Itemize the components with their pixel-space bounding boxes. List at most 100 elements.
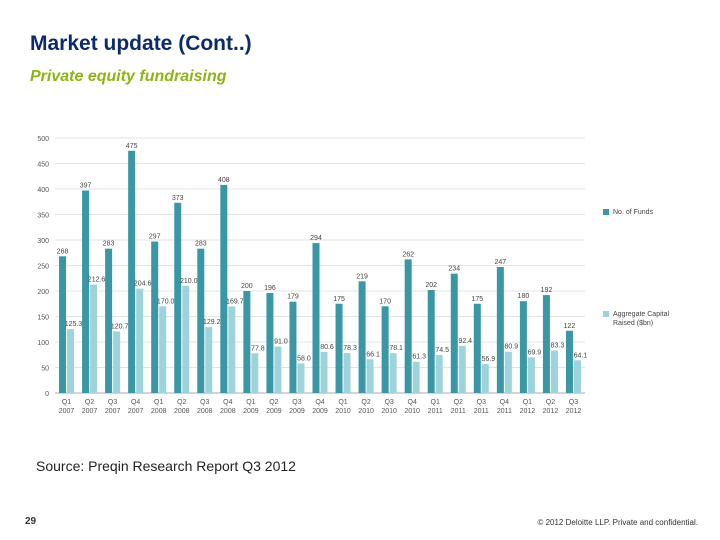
copyright-notice: © 2012 Deloitte LLP. Private and confide… xyxy=(537,518,698,527)
y-axis-ticks: 0 50 100 150 200 250 300 350 400 450 500 xyxy=(37,136,49,398)
funds-bar xyxy=(496,267,504,393)
funds-bar xyxy=(427,289,435,393)
funds-bar xyxy=(82,190,90,393)
y-tick-label: 400 xyxy=(37,187,49,194)
capital-value-label: 204.6 xyxy=(134,281,152,288)
x-tick-year: 2010 xyxy=(381,408,397,415)
capital-value-label: 169.7 xyxy=(226,298,244,305)
funds-value-label: 219 xyxy=(356,273,368,280)
capital-value-label: 91.0 xyxy=(274,339,288,346)
funds-value-label: 268 xyxy=(57,248,69,255)
x-tick-quarter: Q3 xyxy=(569,399,578,406)
capital-value-label: 80.9 xyxy=(505,344,519,351)
x-tick-quarter: Q2 xyxy=(85,399,94,406)
x-tick-year: 2008 xyxy=(197,408,213,415)
funds-value-label: 262 xyxy=(402,251,414,258)
x-tick-year: 2012 xyxy=(566,408,582,415)
funds-bar xyxy=(105,248,113,393)
x-tick-year: 2010 xyxy=(404,408,420,415)
funds-value-label: 192 xyxy=(541,287,553,294)
capital-value-label: 129.2 xyxy=(203,319,221,326)
funds-bar xyxy=(542,295,550,393)
chart-svg: 0 50 100 150 200 250 300 350 400 450 500 268 125.3 3… xyxy=(37,136,669,415)
x-tick-year: 2011 xyxy=(428,408,443,415)
x-tick-year: 2012 xyxy=(543,408,559,415)
funds-value-label: 200 xyxy=(241,283,253,290)
funds-bar xyxy=(266,293,274,393)
capital-bar xyxy=(504,351,512,393)
x-tick-year: 2008 xyxy=(151,408,167,415)
x-tick-quarter: Q2 xyxy=(361,399,370,406)
capital-bar xyxy=(527,357,535,393)
x-tick-quarter: Q3 xyxy=(384,399,393,406)
capital-value-label: 120.7 xyxy=(111,323,129,330)
x-tick-year: 2009 xyxy=(289,408,305,415)
capital-bar xyxy=(159,306,167,393)
capital-value-label: 66.1 xyxy=(366,351,380,358)
y-tick-label: 250 xyxy=(37,264,49,271)
funds-bar xyxy=(335,303,343,393)
x-tick-year: 2010 xyxy=(335,408,351,415)
capital-value-label: 77.8 xyxy=(251,345,265,352)
funds-value-label: 196 xyxy=(264,285,276,292)
capital-value-label: 210.0 xyxy=(180,278,198,285)
legend: No. of Funds Aggregate Capital Raised ($bn… xyxy=(603,209,669,327)
x-tick-quarter: Q1 xyxy=(523,399,532,406)
source-note: Source: Preqin Research Report Q3 2012 xyxy=(36,458,296,474)
y-tick-label: 150 xyxy=(37,315,49,322)
slide-subtitle: Private equity fundraising xyxy=(30,68,227,85)
funds-value-label: 297 xyxy=(149,234,161,241)
capital-value-label: 74.5 xyxy=(435,347,449,354)
x-tick-quarter: Q3 xyxy=(108,399,117,406)
fundraising-chart: 0 50 100 150 200 250 300 350 400 450 500 268 125.3 3… xyxy=(25,130,715,425)
funds-value-label: 179 xyxy=(287,294,299,301)
capital-bar xyxy=(320,351,328,393)
x-tick-year: 2007 xyxy=(128,408,144,415)
y-tick-label: 500 xyxy=(37,136,49,143)
x-tick-year: 2010 xyxy=(358,408,374,415)
x-tick-quarter: Q1 xyxy=(62,399,71,406)
x-tick-year: 2007 xyxy=(59,408,75,415)
x-tick-quarter: Q4 xyxy=(131,399,140,406)
x-tick-quarter: Q2 xyxy=(454,399,463,406)
capital-value-label: 61.3 xyxy=(412,354,426,361)
capital-value-label: 92.4 xyxy=(458,338,472,345)
page-number: 29 xyxy=(25,516,37,527)
capital-bar xyxy=(481,363,489,393)
x-tick-quarter: Q4 xyxy=(500,399,509,406)
y-tick-label: 300 xyxy=(37,238,49,245)
y-tick-label: 50 xyxy=(41,366,49,373)
capital-bar xyxy=(136,288,144,393)
funds-value-label: 122 xyxy=(564,323,576,330)
x-tick-year: 2011 xyxy=(451,408,466,415)
funds-bar xyxy=(358,281,366,393)
y-tick-label: 350 xyxy=(37,213,49,220)
capital-bar xyxy=(182,285,190,393)
x-tick-year: 2008 xyxy=(174,408,190,415)
capital-value-label: 78.1 xyxy=(389,345,403,352)
capital-value-label: 64.1 xyxy=(574,352,588,359)
data-labels: 268 125.3 397 212.6 283 120.7 475 204.6 297 170.0… xyxy=(57,143,588,363)
capital-bar xyxy=(251,353,259,393)
x-tick-quarter: Q4 xyxy=(408,399,417,406)
capital-value-label: 170.0 xyxy=(157,298,175,305)
x-tick-quarter: Q1 xyxy=(154,399,163,406)
funds-value-label: 180 xyxy=(518,293,530,300)
gridlines xyxy=(55,137,585,394)
capital-bar xyxy=(274,346,282,393)
funds-bar xyxy=(243,291,251,393)
x-tick-quarter: Q1 xyxy=(431,399,440,406)
funds-bar xyxy=(473,303,481,393)
legend-label: No. of Funds xyxy=(613,209,654,216)
x-tick-quarter: Q4 xyxy=(315,399,324,406)
capital-bar xyxy=(90,284,98,393)
funds-value-label: 294 xyxy=(310,235,322,242)
capital-value-label: 58.0 xyxy=(297,355,311,362)
capital-value-label: 78.3 xyxy=(343,345,357,352)
slide-title: Market update (Cont..) xyxy=(30,32,252,55)
funds-value-label: 283 xyxy=(103,241,115,248)
funds-bar xyxy=(220,184,228,393)
capital-value-label: 80.6 xyxy=(320,344,334,351)
capital-bar xyxy=(113,331,121,393)
y-tick-label: 100 xyxy=(37,340,49,347)
